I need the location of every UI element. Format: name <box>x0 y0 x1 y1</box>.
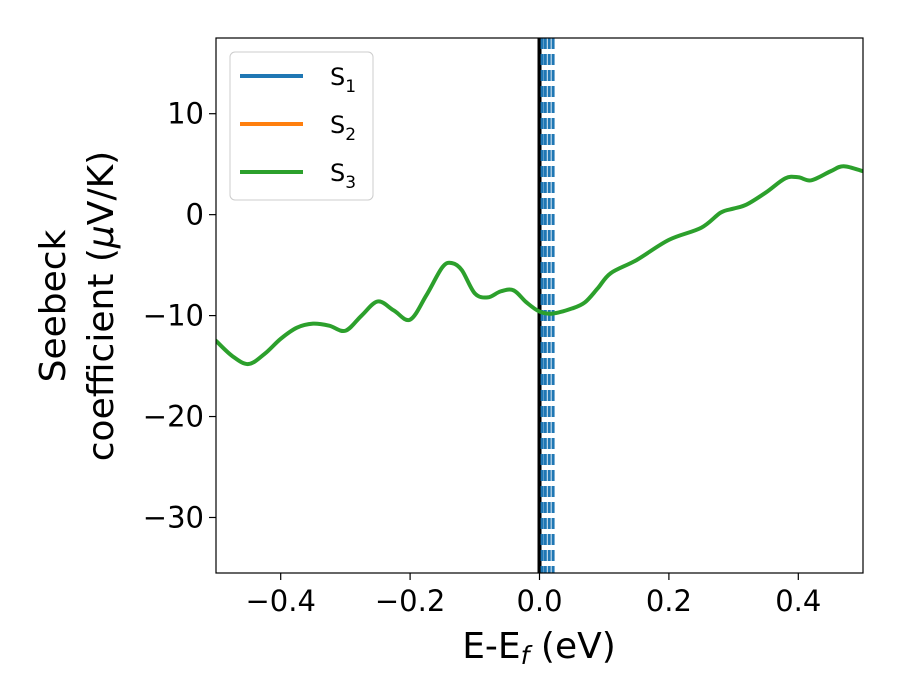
y-tick-label: −20 <box>143 400 204 434</box>
legend-label-sub: 1 <box>345 77 356 97</box>
legend-label-sub: 2 <box>345 125 356 145</box>
legend-label-base: S <box>330 111 345 139</box>
y-tick-label: 10 <box>167 97 204 131</box>
x-tick-label: 0.4 <box>775 584 821 618</box>
legend-label-base: S <box>330 159 345 187</box>
legend-label-sub: 3 <box>345 173 356 193</box>
x-tick-label: −0.2 <box>375 584 445 618</box>
x-tick-label: 0.0 <box>516 584 562 618</box>
y-axis-label-mu: μ <box>81 225 122 249</box>
x-axis-label-tail: (eV) <box>529 626 615 667</box>
y-axis-label-line2-post: V/K) <box>81 151 122 225</box>
y-axis-label-line2: coefficient (μV/K) <box>81 151 122 461</box>
y-tick-label: −30 <box>143 500 204 534</box>
x-tick-label: 0.2 <box>646 584 692 618</box>
x-axis-label: E-Ef (eV) <box>462 626 616 670</box>
x-tick-label: −0.4 <box>245 584 315 618</box>
y-axis-label-line1: Seebeck <box>33 229 74 382</box>
legend-label-base: S <box>330 63 345 91</box>
x-axis-label-main: E-E <box>462 626 520 667</box>
y-tick-label: 0 <box>186 198 204 232</box>
y-axis-label-line2-pre: coefficient ( <box>81 248 122 461</box>
y-tick-label: −10 <box>143 299 204 333</box>
